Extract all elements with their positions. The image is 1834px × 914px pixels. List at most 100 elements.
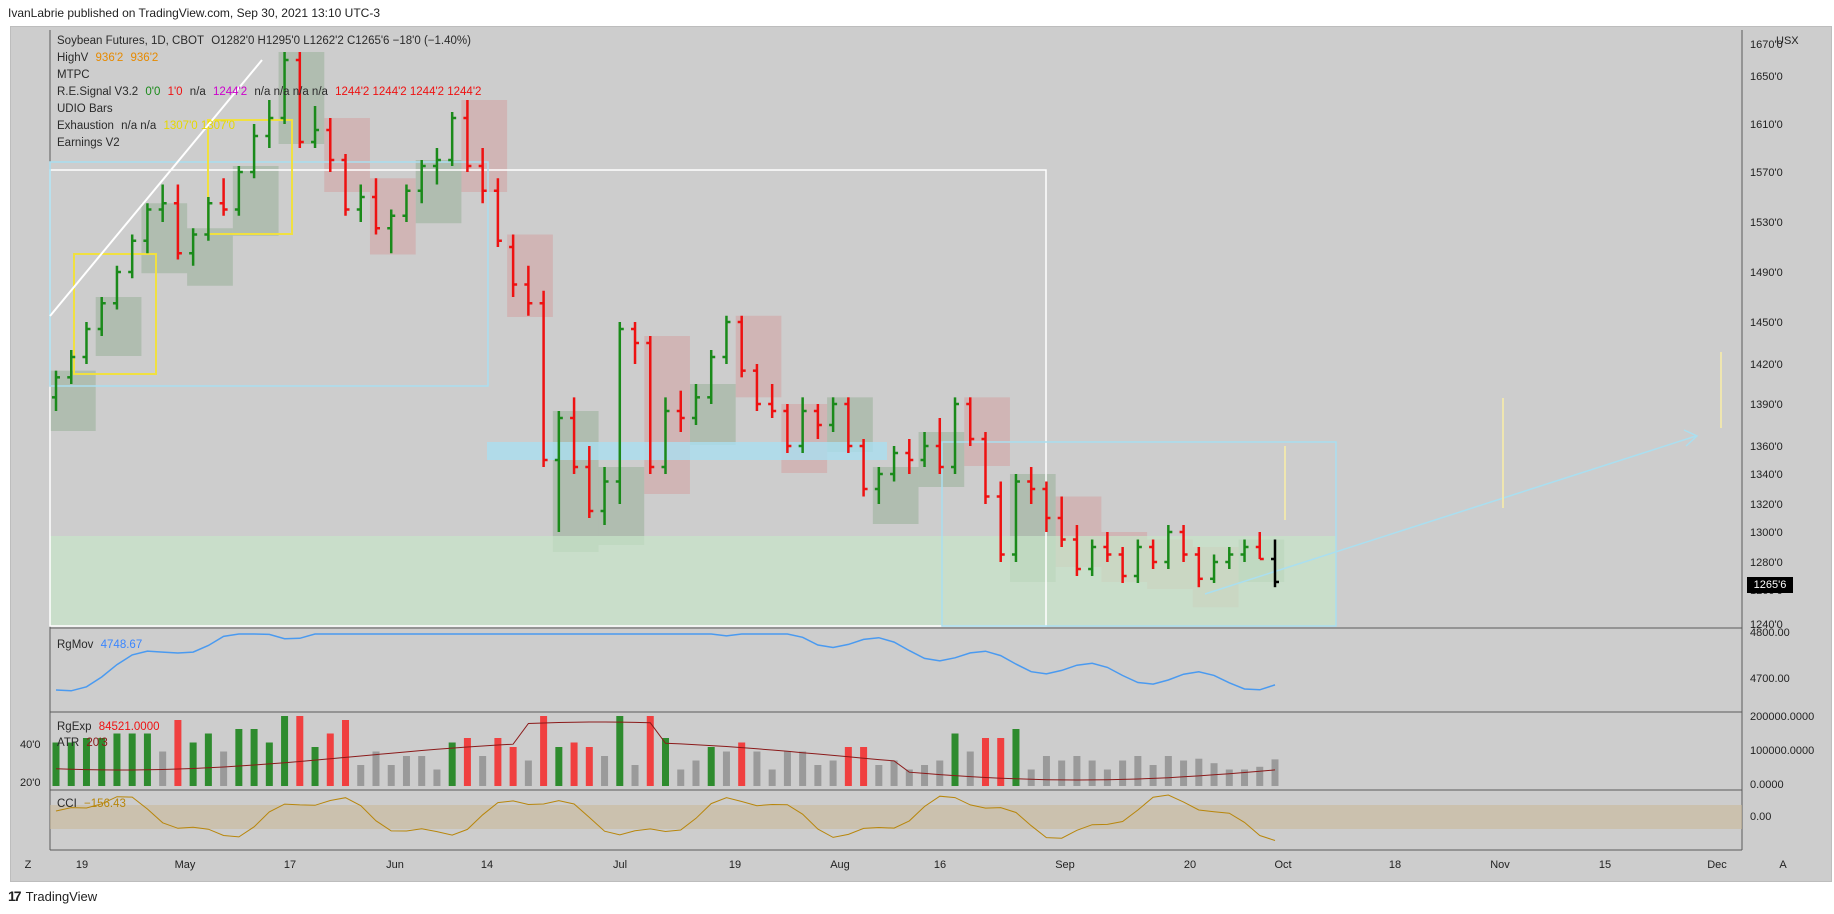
ohlc-bar — [493, 178, 502, 247]
volume-bar — [509, 747, 517, 786]
ohlc-bar — [585, 446, 594, 518]
ohlc-bar — [1088, 539, 1097, 576]
ohlc-bar — [1133, 539, 1142, 583]
price-tick-label: 1650'0 — [1750, 71, 1783, 83]
time-tick-label: 18 — [1389, 859, 1401, 871]
time-tick-label: Oct — [1274, 859, 1291, 871]
currency-label: USX — [1776, 35, 1799, 47]
ohlc-bar — [874, 467, 883, 504]
udio-zone — [324, 118, 370, 192]
volume-bar — [342, 720, 350, 786]
udio-zone — [278, 52, 325, 144]
ohlc-bar — [1149, 539, 1158, 569]
ohlc-bar — [311, 106, 320, 148]
volume-bar — [1058, 760, 1066, 786]
time-tick-label: Jun — [386, 859, 404, 871]
auto-scale-button[interactable]: A — [1779, 859, 1787, 871]
udio-zone — [552, 411, 599, 552]
udio-zone — [141, 203, 188, 274]
volume-bar — [402, 756, 410, 786]
ohlc-bar — [615, 322, 624, 504]
time-tick-label: Jul — [613, 859, 627, 871]
timezone-button[interactable]: Z — [25, 859, 32, 871]
udio-zone — [781, 404, 828, 473]
volume-bar — [844, 747, 852, 786]
legend-rgmov: RgMov 4748.67 — [57, 639, 143, 651]
legend-cci: CCI −156.43 — [57, 798, 126, 810]
volume-bar — [113, 733, 121, 786]
atr-line — [55, 721, 1276, 781]
volume-bar — [98, 738, 106, 786]
ohlc-bar — [844, 397, 853, 453]
legend-resignal: R.E.Signal V3.2 0'0 1'0 n/a 1244'2 n/a n… — [57, 86, 482, 98]
volume-bar — [555, 747, 563, 786]
ohlc-bar — [600, 467, 609, 525]
volume-bar — [722, 751, 730, 786]
last-price-tag: 1265'6 — [1747, 577, 1793, 593]
ohlc-bar — [1225, 547, 1234, 569]
ohlc-bar — [280, 52, 289, 124]
ohlc-bar — [432, 148, 441, 185]
volume-bar — [281, 716, 289, 786]
ohlc-bar — [829, 397, 838, 432]
yellow-box-1 — [73, 253, 157, 375]
ohlc-bar — [935, 418, 944, 474]
volume-bar — [250, 729, 258, 786]
volume-bar — [235, 729, 243, 786]
volume-bar — [82, 738, 90, 786]
volume-bar — [677, 769, 685, 786]
ohlc-bar — [1103, 532, 1112, 562]
volume-bar — [448, 742, 456, 786]
volume-bar — [52, 742, 60, 786]
ohlc-bar — [996, 481, 1005, 562]
atr-tick: 40'0 — [20, 739, 40, 751]
volume-bar — [204, 733, 212, 786]
time-tick-label: 20 — [1184, 859, 1196, 871]
price-tick-label: 1390'0 — [1750, 399, 1783, 411]
rgexp-tick: 0.0000 — [1750, 779, 1784, 791]
ohlc-bar — [1118, 547, 1127, 583]
volume-bar — [463, 738, 471, 786]
volume-bar — [387, 765, 395, 786]
ohlc-bar — [219, 178, 228, 216]
ohlc-bar — [752, 364, 761, 411]
udio-zone — [598, 467, 645, 545]
volume-bar — [159, 751, 167, 786]
rgmov-tick: 4700.00 — [1750, 673, 1790, 685]
volume-bar — [1012, 729, 1020, 786]
legend-mtpc: MTPC — [57, 69, 90, 81]
trend-line — [49, 59, 263, 317]
ohlc-bar — [417, 160, 426, 204]
ohlc-bar — [173, 184, 182, 260]
udio-zone — [50, 370, 96, 431]
volume-bar — [1195, 758, 1203, 786]
ohlc-bar — [82, 322, 91, 364]
legend-highv: HighV 936'2 936'2 — [57, 52, 159, 64]
ohlc-bar — [448, 112, 457, 166]
price-tick-label: 1280'0 — [1750, 557, 1783, 569]
volume-bar — [1241, 769, 1249, 786]
time-tick-label: May — [175, 859, 196, 871]
volume-bar — [1119, 760, 1127, 786]
rgmov-tick: 4800.00 — [1750, 627, 1790, 639]
ohlc-bar — [128, 234, 137, 279]
ohlc-bar — [1255, 532, 1264, 561]
legend-udio: UDIO Bars — [57, 103, 113, 115]
volume-bar — [524, 760, 532, 786]
volume-bar — [631, 765, 639, 786]
ohlc-bar — [295, 52, 304, 148]
volume-bar — [433, 769, 441, 786]
atr-tick: 20'0 — [20, 777, 40, 789]
ohlc-bar — [143, 203, 152, 254]
volume-bar — [951, 733, 959, 786]
udio-zone — [735, 315, 782, 398]
time-tick-label: 14 — [481, 859, 493, 871]
ohlc-bar — [707, 350, 716, 404]
ohlc-bar — [631, 322, 640, 364]
volume-bar — [753, 751, 761, 786]
tradingview-logo-icon: 17 — [8, 888, 22, 904]
ohlc-bar — [402, 184, 411, 222]
volume-bar — [372, 751, 380, 786]
time-tick-label: Aug — [830, 859, 850, 871]
